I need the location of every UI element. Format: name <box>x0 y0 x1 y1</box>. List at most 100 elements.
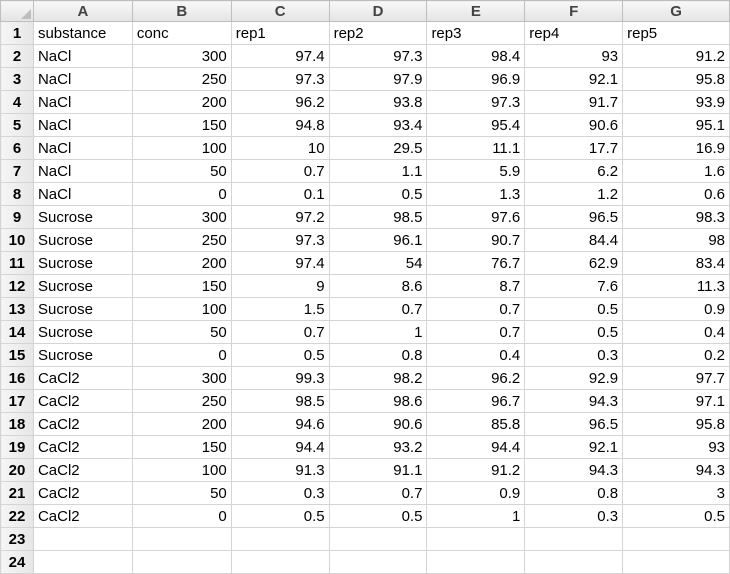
row-header[interactable]: 23 <box>0 527 34 551</box>
cell[interactable]: 90.6 <box>328 412 428 436</box>
cell[interactable]: 97.1 <box>622 389 730 413</box>
cell[interactable]: 97.3 <box>328 44 428 68</box>
column-header-a[interactable]: A <box>32 0 133 22</box>
cell[interactable]: 0.5 <box>524 320 624 344</box>
cell[interactable] <box>622 550 730 574</box>
row-header[interactable]: 12 <box>0 274 34 298</box>
cell[interactable]: 200 <box>131 251 232 275</box>
cell[interactable]: 94.3 <box>524 458 624 482</box>
cell[interactable]: 200 <box>131 90 232 114</box>
cell[interactable]: 0.2 <box>622 343 730 367</box>
cell[interactable]: 100 <box>131 297 232 321</box>
cell[interactable]: 1 <box>426 504 526 528</box>
cell[interactable] <box>230 550 330 574</box>
cell[interactable]: 0.7 <box>328 481 428 505</box>
column-header-f[interactable]: F <box>524 0 624 22</box>
row-header[interactable]: 6 <box>0 136 34 160</box>
row-header[interactable]: 4 <box>0 90 34 114</box>
row-header[interactable]: 2 <box>0 44 34 68</box>
cell[interactable]: 95.1 <box>622 113 730 137</box>
select-all-corner[interactable] <box>0 0 34 22</box>
cell[interactable]: 0 <box>131 182 232 206</box>
cell[interactable]: 0.9 <box>426 481 526 505</box>
cell[interactable]: 93.4 <box>328 113 428 137</box>
cell[interactable]: NaCl <box>32 44 133 68</box>
cell[interactable]: 0.7 <box>230 159 330 183</box>
cell[interactable]: 50 <box>131 320 232 344</box>
cell[interactable]: 0.5 <box>230 343 330 367</box>
cell[interactable]: 0.4 <box>426 343 526 367</box>
cell[interactable]: 0.3 <box>230 481 330 505</box>
cell[interactable]: 100 <box>131 136 232 160</box>
cell[interactable]: 76.7 <box>426 251 526 275</box>
cell[interactable]: 92.1 <box>524 67 624 91</box>
cell[interactable]: 0.4 <box>622 320 730 344</box>
cell[interactable]: NaCl <box>32 67 133 91</box>
cell[interactable]: 96.9 <box>426 67 526 91</box>
row-header[interactable]: 9 <box>0 205 34 229</box>
row-header[interactable]: 17 <box>0 389 34 413</box>
cell[interactable] <box>426 550 526 574</box>
cell[interactable]: CaCl2 <box>32 504 133 528</box>
cell[interactable]: 0.1 <box>230 182 330 206</box>
cell[interactable]: 97.3 <box>426 90 526 114</box>
cell[interactable]: 83.4 <box>622 251 730 275</box>
cell[interactable]: 0.7 <box>426 320 526 344</box>
cell[interactable]: 300 <box>131 366 232 390</box>
cell[interactable]: rep3 <box>426 21 526 45</box>
cell[interactable]: 1.5 <box>230 297 330 321</box>
cell[interactable]: 50 <box>131 159 232 183</box>
row-header[interactable]: 18 <box>0 412 34 436</box>
cell[interactable]: 0.5 <box>328 504 428 528</box>
cell[interactable]: 91.2 <box>622 44 730 68</box>
column-header-c[interactable]: C <box>230 0 330 22</box>
row-header[interactable]: 7 <box>0 159 34 183</box>
cell[interactable] <box>328 527 428 551</box>
cell[interactable]: 95.4 <box>426 113 526 137</box>
row-header[interactable]: 8 <box>0 182 34 206</box>
cell[interactable]: 150 <box>131 435 232 459</box>
cell[interactable]: 94.4 <box>230 435 330 459</box>
cell[interactable]: rep1 <box>230 21 330 45</box>
cell[interactable]: CaCl2 <box>32 389 133 413</box>
column-header-g[interactable]: G <box>622 0 730 22</box>
cell[interactable]: Sucrose <box>32 320 133 344</box>
cell[interactable]: 93 <box>524 44 624 68</box>
cell[interactable]: 92.1 <box>524 435 624 459</box>
cell[interactable]: 16.9 <box>622 136 730 160</box>
cell[interactable] <box>524 527 624 551</box>
cell[interactable]: 98.2 <box>328 366 428 390</box>
cell[interactable]: 100 <box>131 458 232 482</box>
column-header-e[interactable]: E <box>426 0 526 22</box>
cell[interactable] <box>131 550 232 574</box>
cell[interactable]: 91.7 <box>524 90 624 114</box>
cell[interactable]: CaCl2 <box>32 481 133 505</box>
cell[interactable]: Sucrose <box>32 228 133 252</box>
row-header[interactable]: 16 <box>0 366 34 390</box>
cell[interactable]: 94.3 <box>622 458 730 482</box>
cell[interactable]: 90.6 <box>524 113 624 137</box>
cell[interactable]: NaCl <box>32 136 133 160</box>
row-header[interactable]: 5 <box>0 113 34 137</box>
cell[interactable]: 98.5 <box>328 205 428 229</box>
cell[interactable]: 97.4 <box>230 251 330 275</box>
cell[interactable]: 0.5 <box>622 504 730 528</box>
cell[interactable]: 91.3 <box>230 458 330 482</box>
cell[interactable]: 8.6 <box>328 274 428 298</box>
row-header[interactable]: 22 <box>0 504 34 528</box>
cell[interactable]: CaCl2 <box>32 435 133 459</box>
cell[interactable]: 0.7 <box>328 297 428 321</box>
cell[interactable]: 62.9 <box>524 251 624 275</box>
cell[interactable]: CaCl2 <box>32 458 133 482</box>
cell[interactable]: 0.5 <box>524 297 624 321</box>
cell[interactable]: 97.7 <box>622 366 730 390</box>
cell[interactable]: NaCl <box>32 113 133 137</box>
cell[interactable]: 98.5 <box>230 389 330 413</box>
cell[interactable]: 96.1 <box>328 228 428 252</box>
cell[interactable]: 0.6 <box>622 182 730 206</box>
cell[interactable]: 0.3 <box>524 504 624 528</box>
cell[interactable]: 0 <box>131 343 232 367</box>
cell[interactable]: 150 <box>131 274 232 298</box>
cell[interactable]: Sucrose <box>32 205 133 229</box>
cell[interactable]: 97.2 <box>230 205 330 229</box>
